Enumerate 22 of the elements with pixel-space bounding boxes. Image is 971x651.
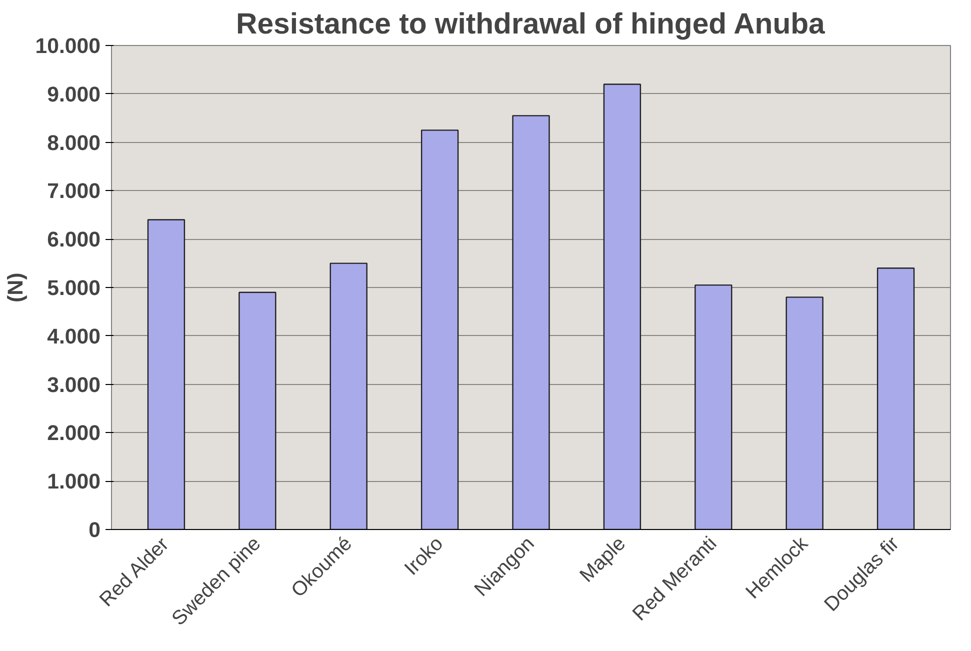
bar [786,296,824,530]
y-tick-label: 9.000 [47,82,101,106]
bar [694,284,732,530]
y-tick-label: 10.000 [35,34,100,58]
y-axis-title: (N) [3,272,28,302]
bar [876,268,915,530]
bar [238,292,276,530]
y-tick-label: 4.000 [47,324,101,348]
bar [330,262,368,530]
y-tick-label: 1.000 [47,470,101,494]
bar [603,84,642,530]
y-tick-label: 2.000 [47,421,101,446]
y-tick-label: 7.000 [47,179,101,204]
bar [512,115,550,530]
y-tick-label: 8.000 [47,130,101,155]
y-tick-label: 0 [88,518,101,542]
bar [420,130,459,530]
y-tick-label: 6.000 [47,228,101,252]
y-tick-label: 5.000 [47,276,101,300]
bar [147,219,186,530]
chart-title: Resistance to withdrawal of hinged Anuba [236,8,826,40]
y-tick-label: 3.000 [47,372,101,397]
